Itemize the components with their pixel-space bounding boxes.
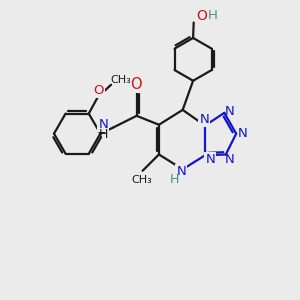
Text: N: N — [225, 105, 235, 118]
Text: N: N — [224, 153, 234, 166]
Text: N: N — [176, 165, 186, 178]
Text: CH₃: CH₃ — [110, 75, 131, 85]
Text: N: N — [238, 127, 247, 140]
Text: H: H — [208, 9, 218, 22]
Text: H: H — [99, 128, 108, 141]
Text: CH₃: CH₃ — [132, 175, 152, 185]
Text: O: O — [130, 76, 142, 92]
Text: N: N — [200, 113, 209, 126]
Text: H: H — [170, 173, 179, 186]
Text: O: O — [196, 9, 207, 23]
Text: N: N — [98, 118, 108, 130]
Text: N: N — [206, 153, 215, 166]
Text: O: O — [93, 84, 104, 97]
